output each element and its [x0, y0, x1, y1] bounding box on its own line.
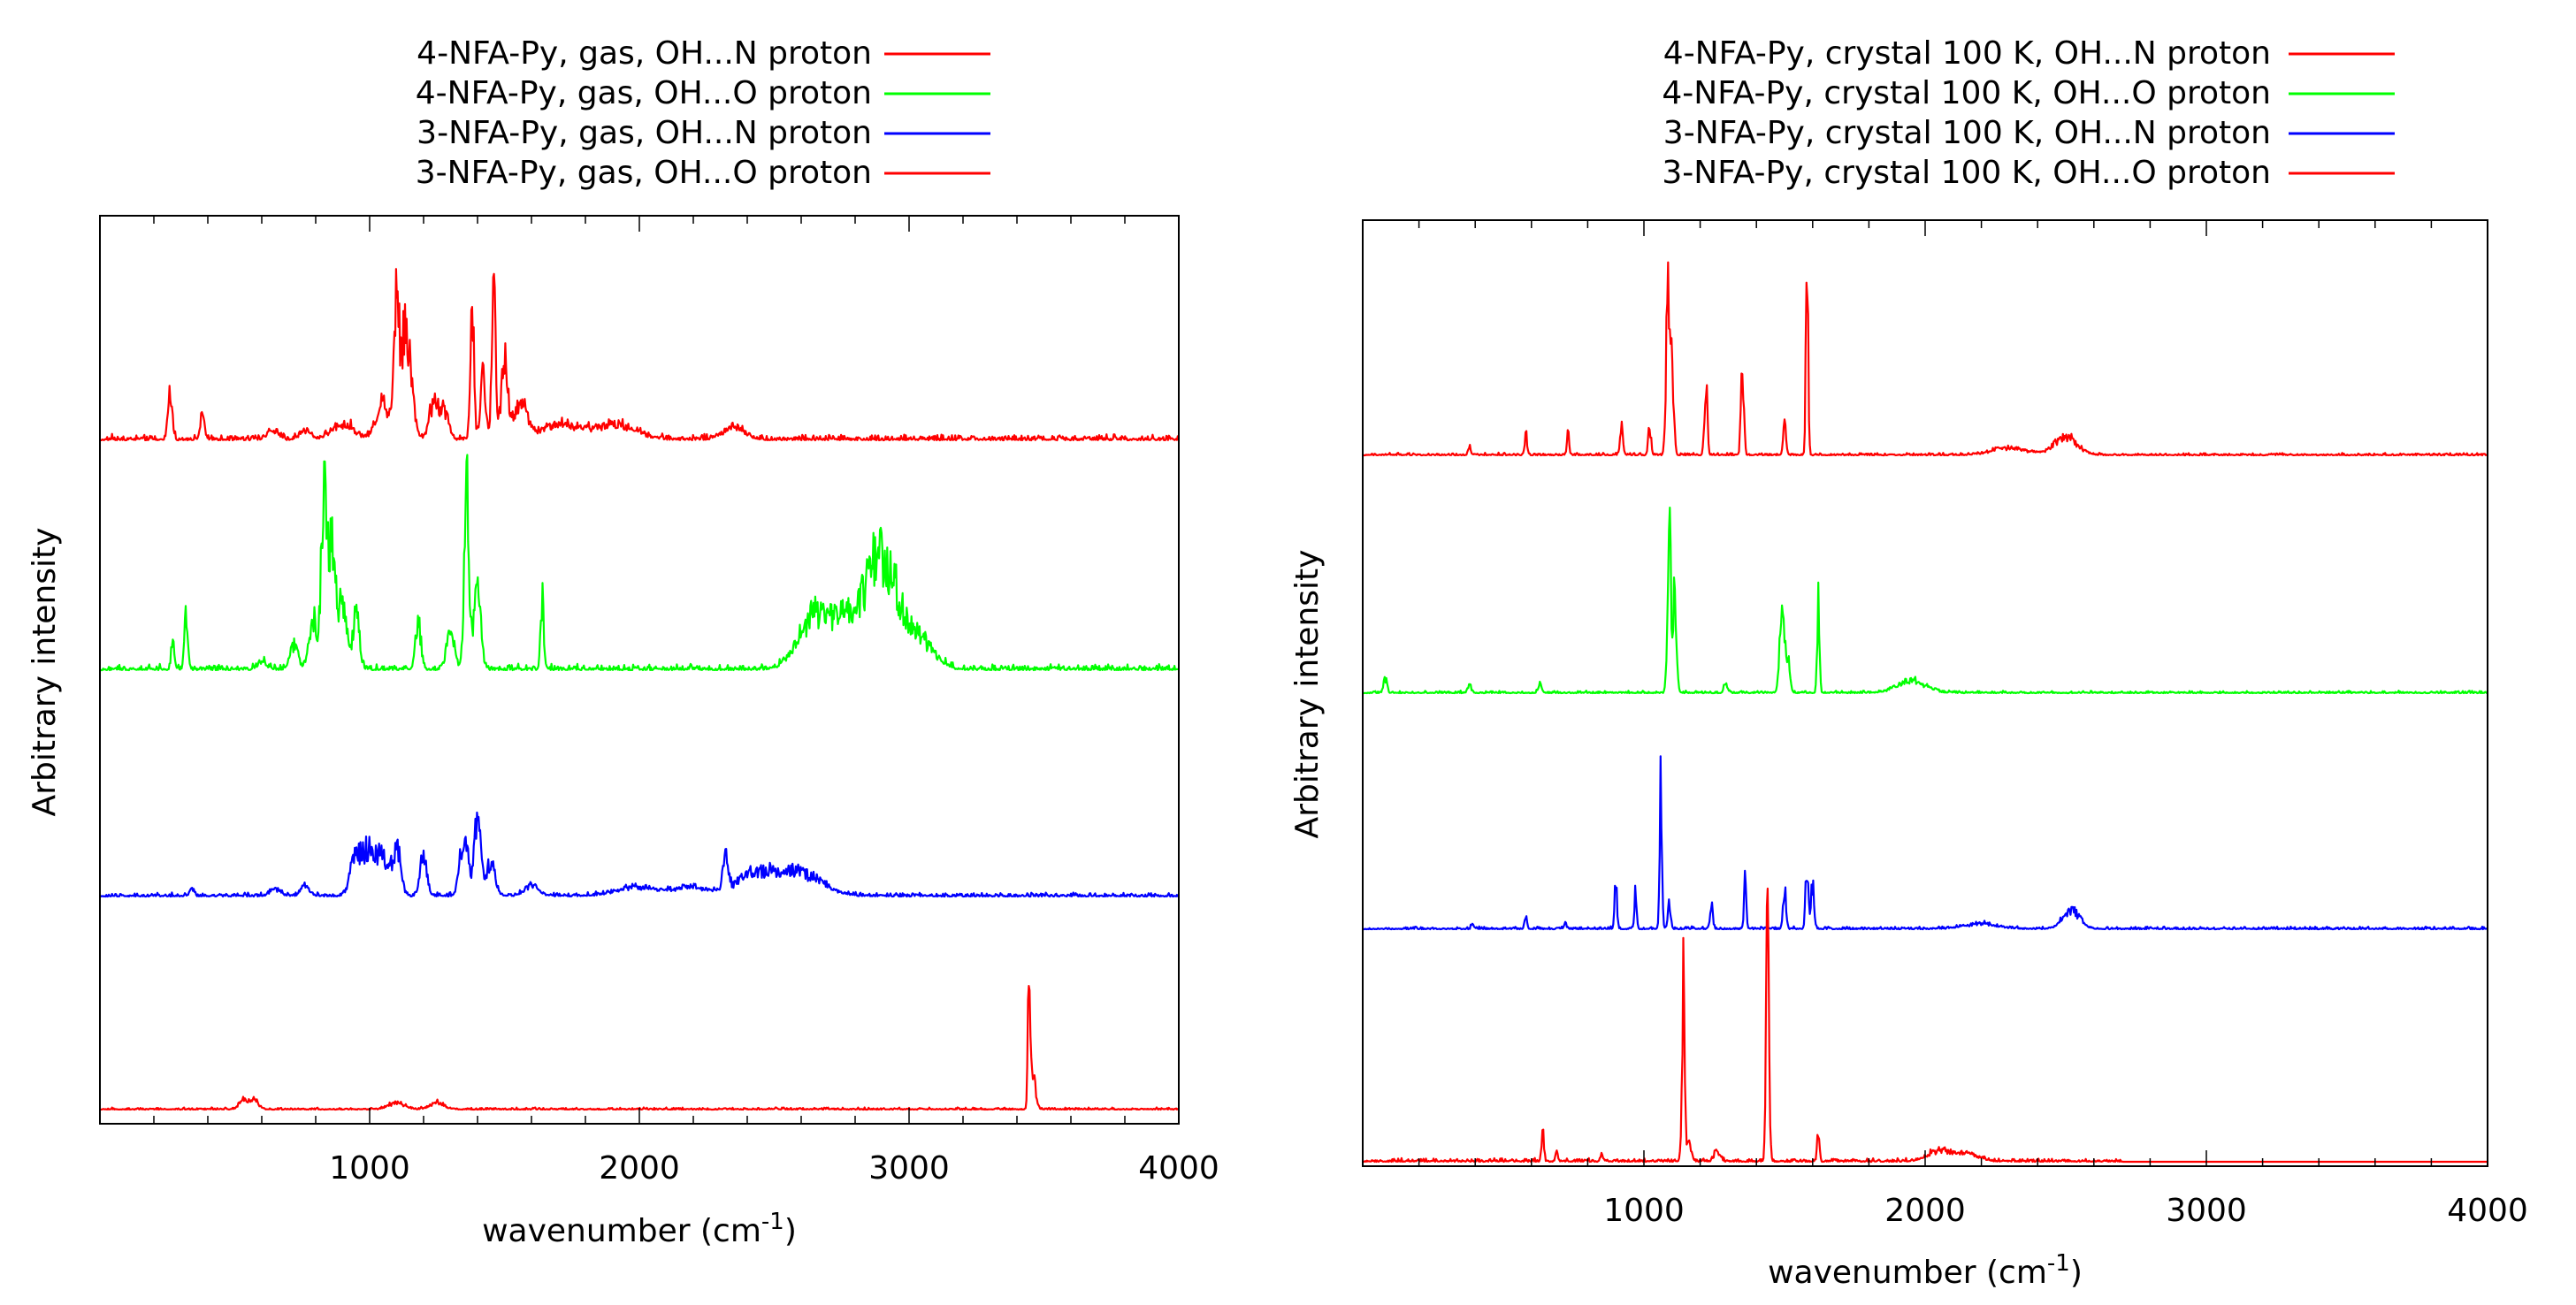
left-series-1-line: [99, 268, 1180, 442]
left-x-ticks: [153, 216, 1126, 1124]
left-plot-frame: [99, 215, 1180, 1125]
right-x-ticks: [1418, 220, 2433, 1166]
right-series-1-line: [1362, 261, 2488, 457]
right-tick-label-2000: 2000: [1884, 1193, 1966, 1229]
left-series-3-line: [99, 811, 1179, 898]
left-legend-label-2: 4-NFA-Py, gas, OH...O proton: [416, 75, 872, 111]
right-legend: 4-NFA-Py, crystal 100 K, OH...N proton 4…: [1662, 35, 2395, 191]
left-chart: 4-NFA-Py, gas, OH...N proton 4-NFA-Py, g…: [27, 35, 1219, 1249]
right-legend-label-4: 3-NFA-Py, crystal 100 K, OH...O proton: [1662, 155, 2271, 191]
left-legend-label-3: 3-NFA-Py, gas, OH...N proton: [417, 115, 872, 151]
left-tick-label-1000: 1000: [329, 1150, 410, 1187]
right-legend-label-2: 4-NFA-Py, crystal 100 K, OH...O proton: [1662, 75, 2271, 111]
right-chart: 4-NFA-Py, crystal 100 K, OH...N proton 4…: [1289, 35, 2528, 1291]
right-y-axis-label: Arbitrary intensity: [1289, 550, 1326, 839]
right-tick-label-3000: 3000: [2166, 1193, 2247, 1229]
left-legend: 4-NFA-Py, gas, OH...N proton 4-NFA-Py, g…: [416, 35, 990, 191]
right-legend-label-1: 4-NFA-Py, crystal 100 K, OH...N proton: [1663, 35, 2271, 72]
right-plot-traces: [1362, 261, 2488, 1164]
right-plot-frame: [1362, 219, 2488, 1167]
left-y-axis-label: Arbitrary intensity: [27, 528, 63, 817]
left-series-4-line: [99, 985, 1179, 1111]
right-series-2-line: [1362, 507, 2488, 695]
left-plot-traces: [99, 268, 1180, 1111]
left-tick-label-2000: 2000: [599, 1150, 680, 1187]
left-tick-label-3000: 3000: [868, 1150, 950, 1187]
left-tick-label-4000: 4000: [1138, 1150, 1219, 1187]
left-series-2-line: [99, 454, 1179, 672]
right-x-axis-label: wavenumber (cm-1): [1768, 1250, 2083, 1291]
left-legend-label-1: 4-NFA-Py, gas, OH...N proton: [417, 35, 872, 72]
left-x-axis-label: wavenumber (cm-1): [482, 1209, 797, 1249]
left-legend-label-4: 3-NFA-Py, gas, OH...O proton: [416, 155, 872, 191]
right-series-3-line: [1362, 755, 2488, 931]
right-tick-label-1000: 1000: [1603, 1193, 1685, 1229]
right-legend-label-3: 3-NFA-Py, crystal 100 K, OH...N proton: [1663, 115, 2271, 151]
right-tick-label-4000: 4000: [2447, 1193, 2528, 1229]
